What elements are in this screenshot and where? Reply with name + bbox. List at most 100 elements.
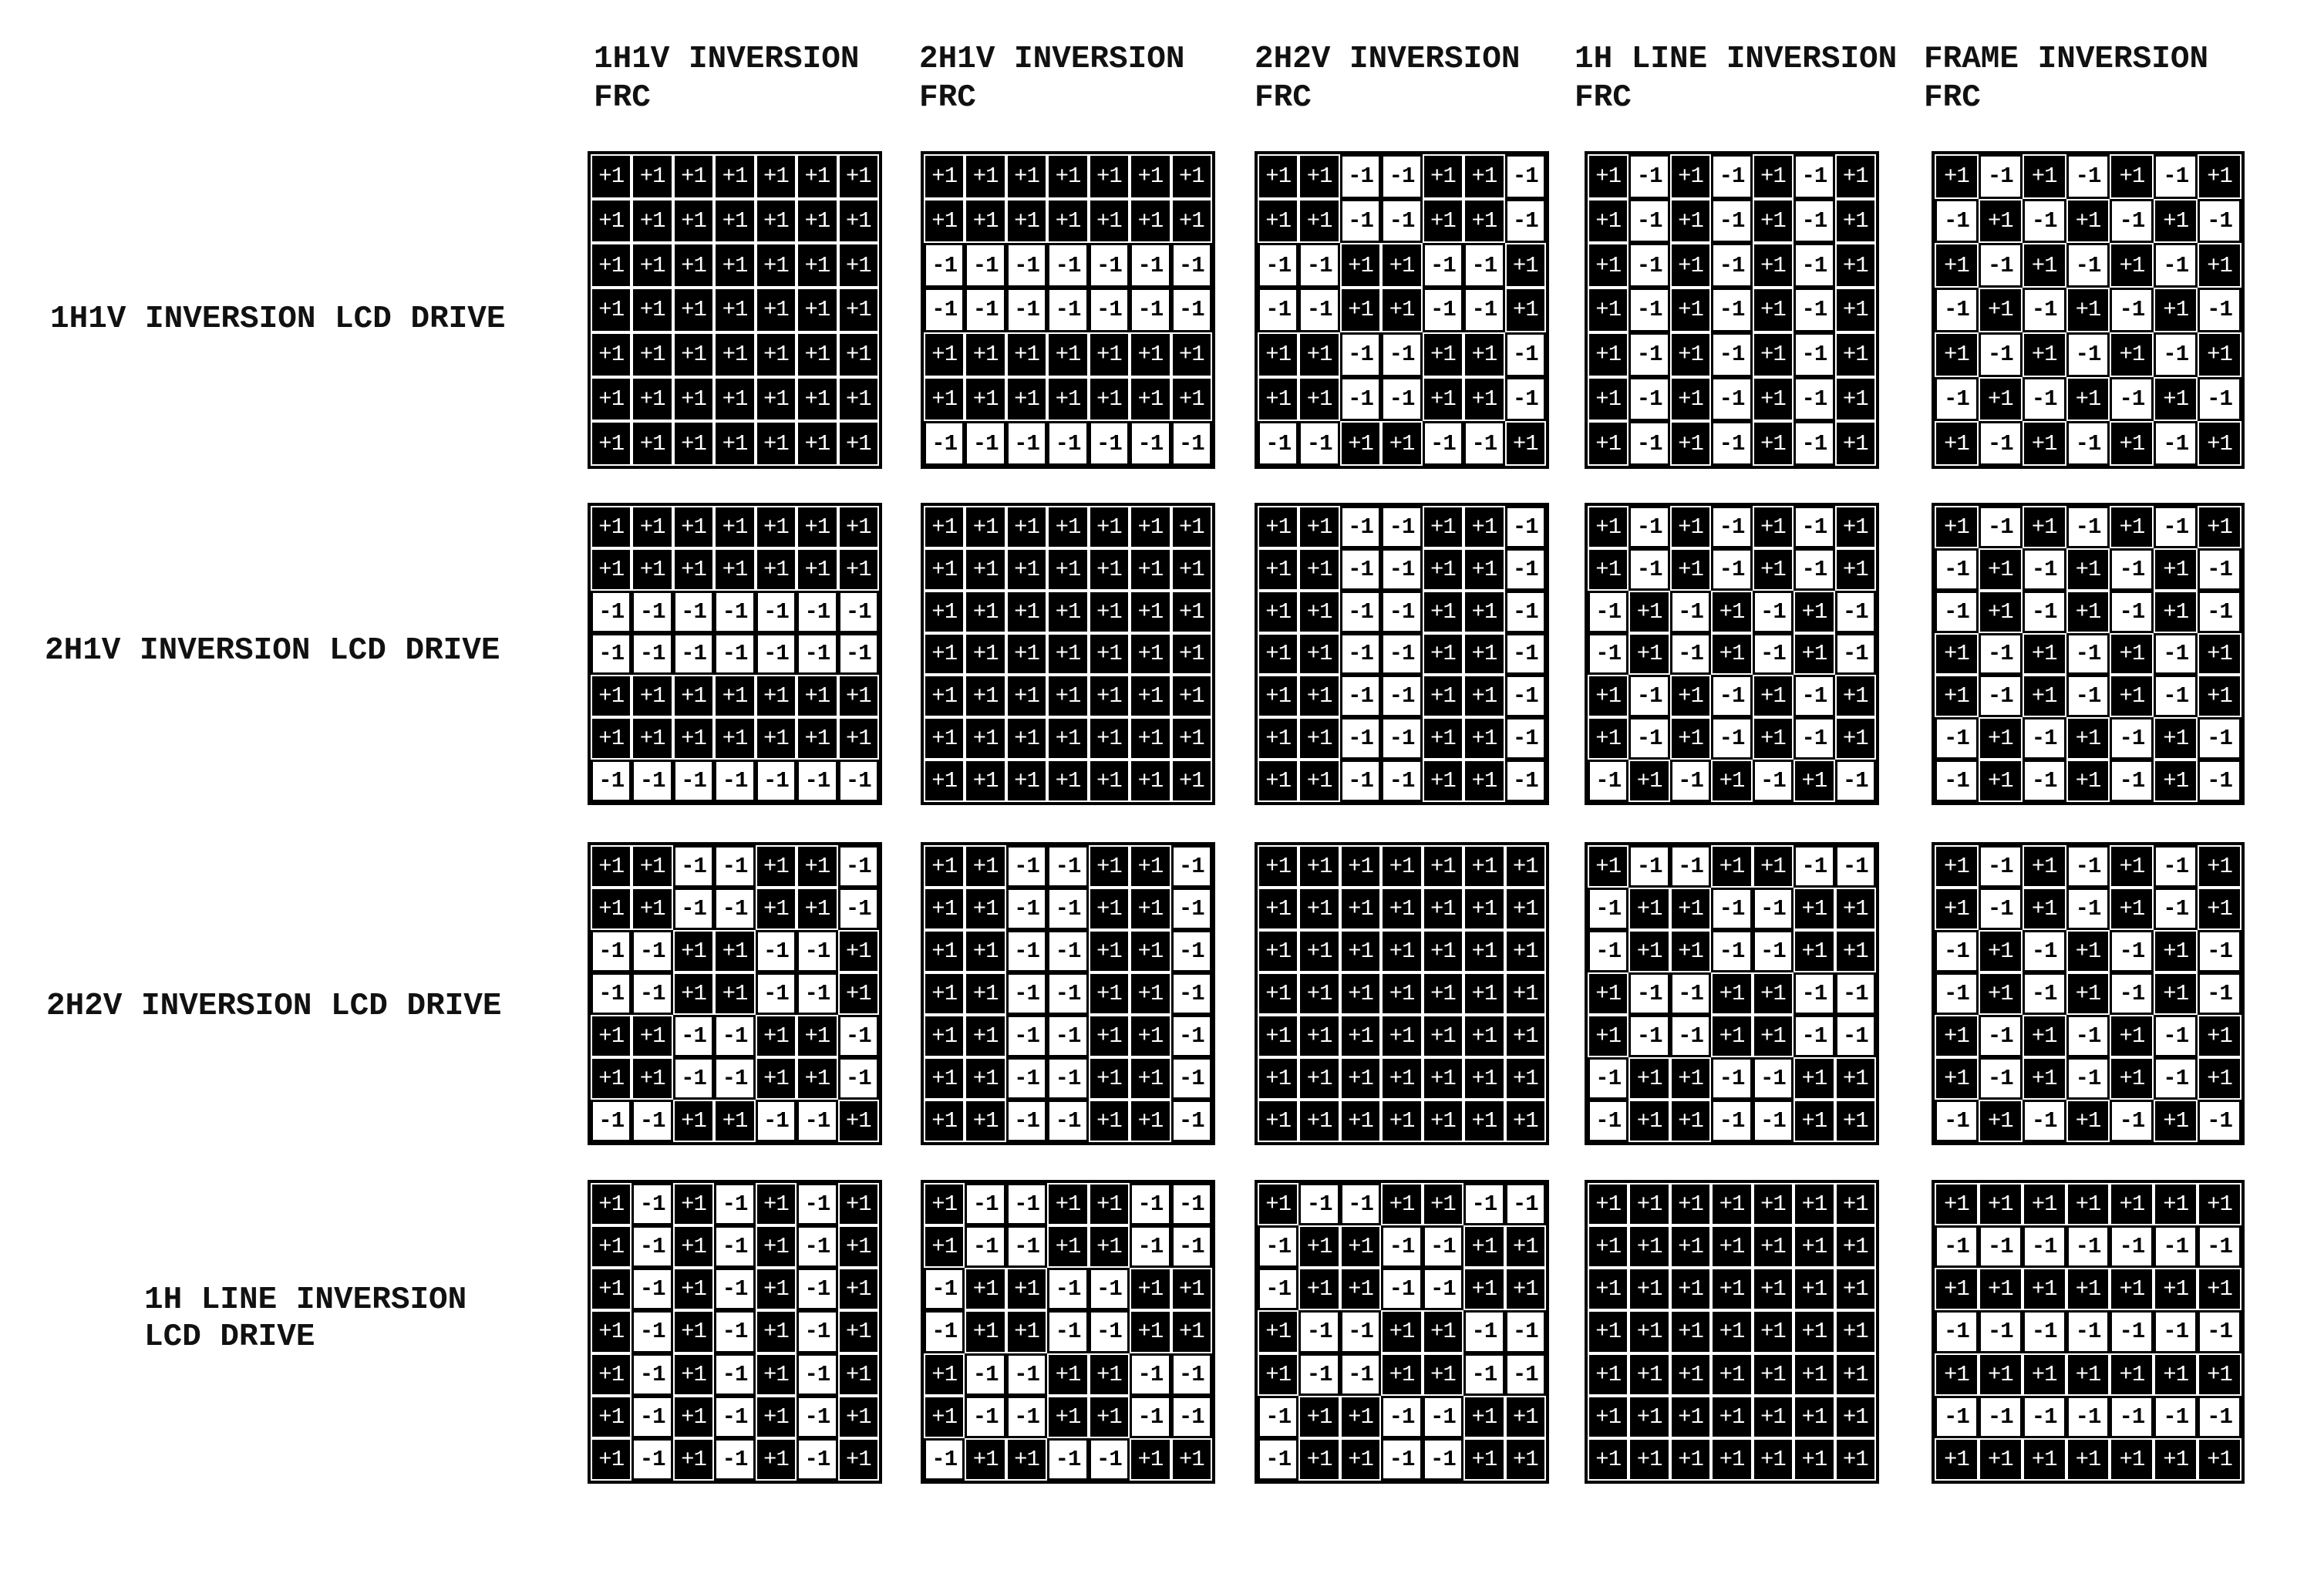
cell-positive: +1: [1978, 548, 2023, 591]
cell-positive: +1: [797, 1057, 838, 1100]
cell-positive: +1: [755, 506, 797, 548]
cell-positive: +1: [1381, 888, 1423, 930]
cell-positive: +1: [1669, 288, 1712, 332]
cell-positive: +1: [1422, 717, 1464, 760]
cell-positive: +1: [1170, 1268, 1212, 1311]
cell-positive: +1: [924, 590, 965, 633]
cell-negative: -1: [1047, 1100, 1089, 1142]
cell-positive: +1: [2110, 1183, 2154, 1226]
cell-positive: +1: [1130, 198, 1171, 244]
cell-positive: +1: [924, 760, 965, 802]
cell-negative: -1: [1170, 1225, 1212, 1269]
cell-positive: +1: [1504, 972, 1546, 1015]
cell-positive: +1: [1047, 717, 1089, 760]
cell-positive: +1: [672, 1100, 715, 1142]
cell-negative: -1: [2198, 198, 2241, 244]
cell-positive: +1: [1339, 288, 1382, 332]
cell-positive: +1: [591, 888, 632, 930]
cell-positive: +1: [1298, 930, 1340, 972]
cell-negative: -1: [924, 1437, 965, 1481]
cell-positive: +1: [2066, 288, 2110, 332]
cell-positive: +1: [1130, 376, 1171, 422]
cell-positive: +1: [1752, 717, 1794, 760]
cell-positive: +1: [1463, 760, 1505, 802]
cell-negative: -1: [672, 888, 715, 930]
cell-positive: +1: [1752, 845, 1794, 888]
cell-positive: +1: [1978, 288, 2023, 332]
cell-positive: +1: [797, 506, 838, 548]
cell-positive: +1: [1935, 1437, 1979, 1481]
cell-positive: +1: [1834, 421, 1876, 466]
cell-negative: -1: [672, 1057, 715, 1100]
cell-negative: -1: [1381, 154, 1423, 199]
cell-positive: +1: [965, 1310, 1006, 1353]
cell-positive: +1: [1752, 154, 1794, 199]
cell-positive: +1: [1834, 154, 1876, 199]
cell-positive: +1: [1047, 548, 1089, 591]
cell-negative: -1: [1711, 675, 1753, 718]
cell-positive: +1: [1588, 243, 1629, 288]
cell-negative: -1: [837, 888, 879, 930]
cell-positive: +1: [1047, 632, 1089, 676]
cell-positive: +1: [1669, 376, 1712, 422]
cell-positive: +1: [1130, 1100, 1171, 1142]
cell-negative: -1: [1794, 288, 1835, 332]
cell-negative: -1: [1711, 198, 1753, 244]
cell-positive: +1: [2198, 1057, 2241, 1100]
cell-positive: +1: [1935, 1057, 1979, 1100]
cell-positive: +1: [2022, 1268, 2066, 1311]
cell-positive: +1: [1504, 1225, 1546, 1269]
cell-negative: -1: [1339, 154, 1382, 199]
cell-positive: +1: [1588, 1310, 1629, 1353]
cell-negative: -1: [2022, 1310, 2066, 1353]
cell-negative: -1: [1628, 376, 1670, 422]
cell-negative: -1: [2154, 675, 2198, 718]
cell-negative: -1: [797, 1395, 838, 1438]
cell-positive: +1: [1047, 154, 1089, 199]
cell-negative: -1: [2198, 930, 2241, 972]
cell-positive: +1: [1752, 1395, 1794, 1438]
matrix-2h1v-drive-1h1v-frc: +1 +1 +1 +1 +1 +1 +1 +1 +1 +1 +1 +1 +1 +1 -1 -1 -1 -1 -1 -1…: [588, 503, 882, 805]
cell-positive: +1: [1752, 1183, 1794, 1226]
cell-positive: +1: [1005, 376, 1048, 422]
cell-negative: -1: [2110, 717, 2154, 760]
cell-positive: +1: [1628, 760, 1670, 802]
cell-positive: +1: [672, 1437, 715, 1481]
cell-positive: +1: [755, 1437, 797, 1481]
cell-positive: +1: [797, 421, 838, 466]
cell-positive: +1: [714, 421, 756, 466]
cell-positive: +1: [1422, 888, 1464, 930]
cell-positive: +1: [1935, 888, 1979, 930]
matrix-2h2v-drive-1h1v-frc: +1 +1 -1 -1 +1 +1 -1 +1 +1 -1 -1 +1 +1 -1 -1 -1 +1 +1 -1 -1…: [588, 842, 882, 1145]
cell-negative: -1: [1422, 288, 1464, 332]
cell-positive: +1: [2066, 376, 2110, 422]
cell-positive: +1: [591, 198, 632, 244]
cell-positive: +1: [924, 717, 965, 760]
cell-positive: +1: [797, 243, 838, 288]
cell-positive: +1: [1422, 506, 1464, 548]
cell-negative: -1: [1752, 888, 1794, 930]
cell-positive: +1: [1463, 154, 1505, 199]
cell-positive: +1: [1381, 1100, 1423, 1142]
cell-negative: -1: [1047, 243, 1089, 288]
cell-positive: +1: [1463, 332, 1505, 377]
matrix-1h1v-drive-1h1v-frc: +1 +1 +1 +1 +1 +1 +1 +1 +1 +1 +1 +1 +1 +1 +1 +1 +1 +1 +1 +1…: [588, 151, 882, 469]
cell-positive: +1: [1628, 1057, 1670, 1100]
cell-negative: -1: [2154, 332, 2198, 377]
cell-negative: -1: [1711, 376, 1753, 422]
cell-positive: +1: [1935, 421, 1979, 466]
cell-negative: -1: [797, 1310, 838, 1353]
cell-positive: +1: [1794, 1225, 1835, 1269]
cell-negative: -1: [1628, 717, 1670, 760]
cell-positive: +1: [2066, 1353, 2110, 1396]
cell-positive: +1: [672, 376, 715, 422]
cell-positive: +1: [755, 675, 797, 718]
cell-positive: +1: [2110, 845, 2154, 888]
cell-negative: -1: [632, 1225, 673, 1269]
cell-negative: -1: [1381, 590, 1423, 633]
cell-positive: +1: [672, 243, 715, 288]
cell-positive: +1: [1170, 154, 1212, 199]
cell-positive: +1: [1669, 548, 1712, 591]
cell-positive: +1: [2022, 888, 2066, 930]
cell-positive: +1: [1711, 1225, 1753, 1269]
